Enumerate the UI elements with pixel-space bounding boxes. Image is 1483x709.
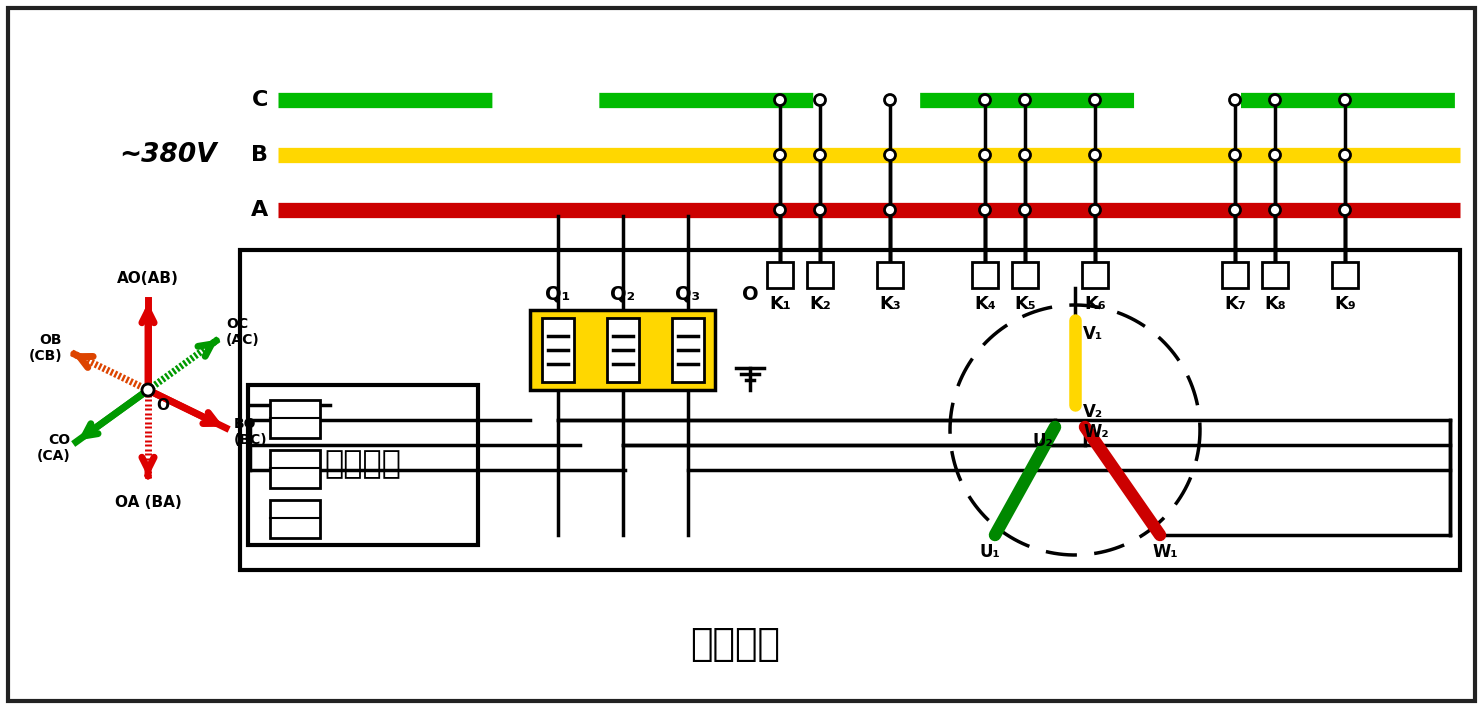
Text: Q₂: Q₂ (611, 285, 636, 304)
Text: OB
(CB): OB (CB) (28, 333, 62, 363)
Circle shape (142, 384, 154, 396)
Text: V₁: V₁ (1083, 325, 1103, 343)
Bar (529, 310, 715, 390)
Text: Q₃: Q₃ (675, 285, 700, 304)
Circle shape (884, 94, 896, 106)
Text: K₃: K₃ (879, 295, 900, 313)
Text: O: O (156, 398, 169, 413)
Circle shape (1090, 204, 1100, 216)
Text: CO
(CA): CO (CA) (36, 433, 70, 463)
Bar (607, 318, 639, 382)
Bar (1332, 262, 1358, 288)
Text: 控制装置: 控制装置 (325, 450, 402, 481)
Text: U₁: U₁ (980, 543, 1001, 561)
Text: BO
(BC): BO (BC) (234, 417, 267, 447)
Circle shape (1269, 94, 1280, 106)
Circle shape (1339, 150, 1351, 160)
Circle shape (1269, 150, 1280, 160)
Text: K₄: K₄ (974, 295, 997, 313)
Circle shape (774, 150, 786, 160)
Bar (672, 318, 704, 382)
Circle shape (1339, 204, 1351, 216)
Circle shape (814, 150, 826, 160)
Text: OC
(AC): OC (AC) (225, 317, 260, 347)
Text: OA (BA): OA (BA) (114, 495, 181, 510)
Bar (541, 318, 574, 382)
Text: K₈: K₈ (1264, 295, 1286, 313)
Bar (1262, 262, 1289, 288)
Text: W₁: W₁ (1152, 543, 1178, 561)
Bar (270, 500, 320, 538)
Circle shape (1019, 150, 1031, 160)
Circle shape (774, 204, 786, 216)
Bar (807, 262, 833, 288)
Text: K₂: K₂ (810, 295, 830, 313)
Text: Q₁: Q₁ (546, 285, 571, 304)
Bar (876, 262, 903, 288)
Bar (1011, 262, 1038, 288)
Circle shape (1019, 94, 1031, 106)
Bar (270, 400, 320, 438)
Circle shape (1229, 94, 1240, 106)
Text: U₂: U₂ (1034, 432, 1054, 450)
Circle shape (1269, 204, 1280, 216)
Circle shape (1090, 94, 1100, 106)
Text: O: O (742, 285, 758, 304)
Circle shape (1019, 204, 1031, 216)
Text: K₆: K₆ (1084, 295, 1106, 313)
Text: 【图１】: 【图１】 (690, 627, 780, 663)
Circle shape (1090, 150, 1100, 160)
Circle shape (1229, 204, 1240, 216)
Bar (240, 250, 1459, 570)
Text: K₉: K₉ (1335, 295, 1355, 313)
Text: ~380V: ~380V (119, 142, 217, 168)
Text: B: B (251, 145, 268, 165)
Circle shape (979, 204, 991, 216)
Text: K₇: K₇ (1223, 295, 1246, 313)
Circle shape (979, 150, 991, 160)
Bar (1083, 262, 1108, 288)
Circle shape (1229, 150, 1240, 160)
Text: V₂: V₂ (1083, 403, 1103, 421)
Text: K₁: K₁ (770, 295, 790, 313)
Circle shape (814, 94, 826, 106)
Circle shape (774, 94, 786, 106)
Text: W₂: W₂ (1083, 423, 1109, 441)
Text: C: C (252, 90, 268, 110)
Circle shape (884, 204, 896, 216)
Bar (767, 262, 793, 288)
Text: A: A (251, 200, 268, 220)
Bar (971, 262, 998, 288)
Circle shape (884, 150, 896, 160)
Text: K₅: K₅ (1014, 295, 1035, 313)
Bar (1222, 262, 1249, 288)
Circle shape (979, 94, 991, 106)
Circle shape (814, 204, 826, 216)
Bar (248, 385, 478, 545)
Text: AO(AB): AO(AB) (117, 271, 179, 286)
Bar (270, 450, 320, 488)
Circle shape (1339, 94, 1351, 106)
